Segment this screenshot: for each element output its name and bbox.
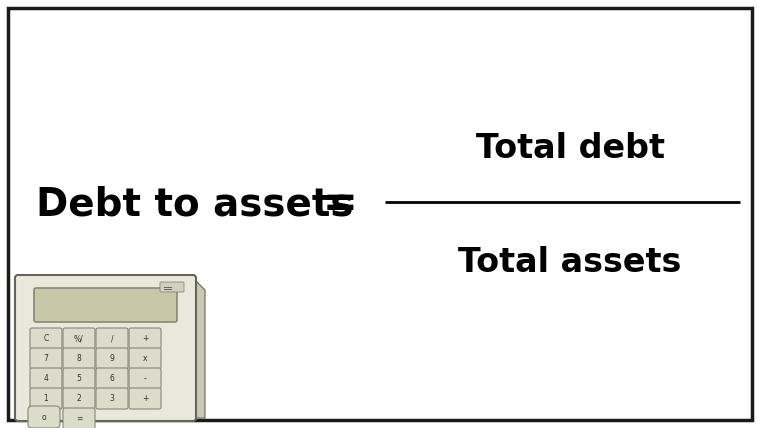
Text: =: = (76, 414, 82, 423)
FancyBboxPatch shape (30, 368, 62, 389)
FancyBboxPatch shape (96, 328, 128, 349)
FancyBboxPatch shape (63, 348, 95, 369)
FancyBboxPatch shape (63, 388, 95, 409)
Text: 7: 7 (43, 354, 49, 363)
FancyBboxPatch shape (15, 275, 196, 421)
FancyBboxPatch shape (96, 388, 128, 409)
FancyBboxPatch shape (96, 348, 128, 369)
FancyBboxPatch shape (129, 368, 161, 389)
Text: 9: 9 (109, 354, 115, 363)
Text: o: o (42, 413, 46, 422)
FancyBboxPatch shape (96, 368, 128, 389)
FancyBboxPatch shape (63, 408, 95, 428)
Text: /: / (111, 334, 113, 343)
FancyBboxPatch shape (30, 328, 62, 349)
Text: +: + (142, 334, 148, 343)
Text: Total debt: Total debt (476, 133, 664, 166)
Text: 4: 4 (43, 374, 49, 383)
FancyBboxPatch shape (30, 388, 62, 409)
FancyBboxPatch shape (63, 328, 95, 349)
Text: +: + (142, 394, 148, 403)
Text: Total assets: Total assets (458, 246, 682, 279)
FancyBboxPatch shape (30, 348, 62, 369)
Text: Debt to assets: Debt to assets (36, 185, 353, 223)
Text: x: x (143, 354, 147, 363)
Polygon shape (30, 278, 205, 418)
FancyBboxPatch shape (63, 368, 95, 389)
Text: =: = (323, 183, 357, 225)
Text: 1: 1 (43, 394, 49, 403)
Text: %/: %/ (74, 334, 84, 343)
FancyBboxPatch shape (160, 282, 184, 292)
Text: 8: 8 (77, 354, 81, 363)
Text: 6: 6 (109, 374, 115, 383)
FancyBboxPatch shape (129, 348, 161, 369)
Text: 3: 3 (109, 394, 115, 403)
Text: 5: 5 (77, 374, 81, 383)
Text: -: - (144, 374, 147, 383)
Text: 2: 2 (77, 394, 81, 403)
FancyBboxPatch shape (129, 388, 161, 409)
Text: C: C (43, 334, 49, 343)
FancyBboxPatch shape (129, 328, 161, 349)
FancyBboxPatch shape (28, 406, 60, 428)
FancyBboxPatch shape (34, 288, 177, 322)
